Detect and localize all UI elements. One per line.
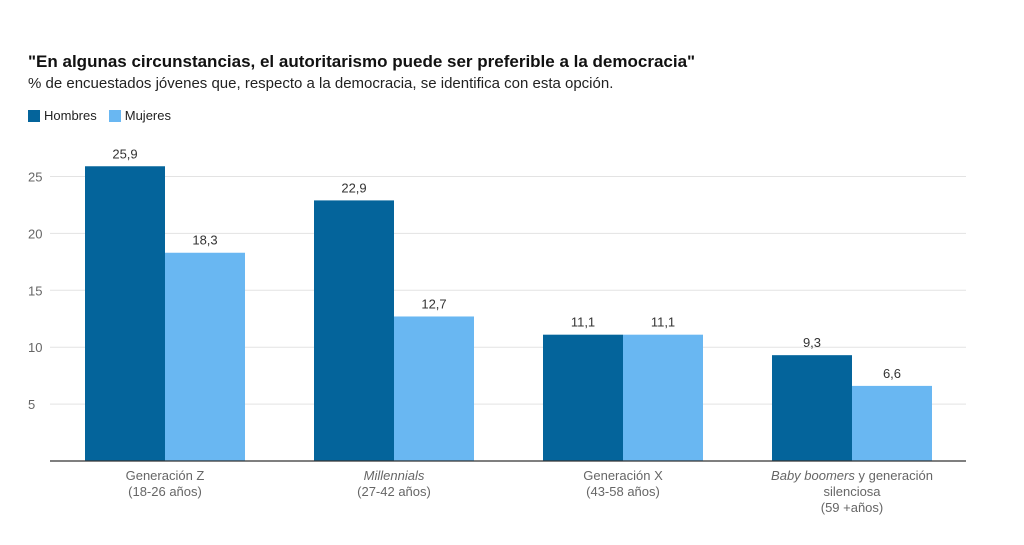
data-label: 25,9 <box>112 146 137 161</box>
legend: Hombres Mujeres <box>28 108 171 123</box>
bar-hombres <box>314 200 394 461</box>
data-label: 11,1 <box>571 315 595 330</box>
category-label-part: Generación Z <box>126 468 205 483</box>
bar-mujeres <box>394 316 474 461</box>
bar-hombres <box>543 334 623 461</box>
bar-mujeres <box>623 334 703 461</box>
legend-label-hombres: Hombres <box>44 108 97 123</box>
y-tick-label: 25 <box>28 170 42 185</box>
data-label: 11,1 <box>651 315 675 330</box>
chart-title: "En algunas circunstancias, el autoritar… <box>28 52 696 71</box>
y-tick-label: 5 <box>28 397 35 412</box>
legend-swatch-hombres <box>28 109 40 122</box>
category-label-part: silenciosa <box>823 484 881 499</box>
bar-mujeres <box>165 252 245 461</box>
category-label-part: (43-58 años) <box>586 484 660 499</box>
category-label-part: (59 +años) <box>821 500 884 515</box>
category-label: Generación X (43-58 años) <box>583 468 663 499</box>
y-tick-label: 15 <box>28 283 42 298</box>
legend-label-mujeres: Mujeres <box>124 108 171 123</box>
bar-hombres <box>85 166 165 461</box>
category-label-part: Millennials <box>364 468 425 483</box>
legend-item-hombres: Hombres <box>28 108 97 123</box>
bar-hombres <box>772 355 852 461</box>
y-tick-label: 10 <box>28 340 42 355</box>
bar-mujeres <box>852 385 932 461</box>
data-label: 12,7 <box>421 296 446 311</box>
category-label-part: (18-26 años) <box>128 484 202 499</box>
data-label: 18,3 <box>192 233 217 248</box>
data-label: 9,3 <box>803 335 821 350</box>
data-label: 6,6 <box>883 366 901 381</box>
category-label: Millennials (27-42 años) <box>357 468 431 499</box>
chart-subtitle: % de encuestados jóvenes que, respecto a… <box>28 75 614 92</box>
y-tick-label: 20 <box>28 226 42 241</box>
legend-swatch-mujeres <box>108 109 121 122</box>
data-label: 22,9 <box>341 180 366 195</box>
legend-item-mujeres: Mujeres <box>108 108 171 123</box>
category-label: Generación Z (18-26 años) <box>126 468 205 499</box>
category-label-part: Baby boomers <box>771 468 855 483</box>
category-label-part: y generación <box>855 468 933 483</box>
category-label-part: Generación X <box>583 468 663 483</box>
category-label: Baby boomers y generación silenciosa (59 +… <box>771 468 933 515</box>
category-label-part: (27-42 años) <box>357 484 431 499</box>
